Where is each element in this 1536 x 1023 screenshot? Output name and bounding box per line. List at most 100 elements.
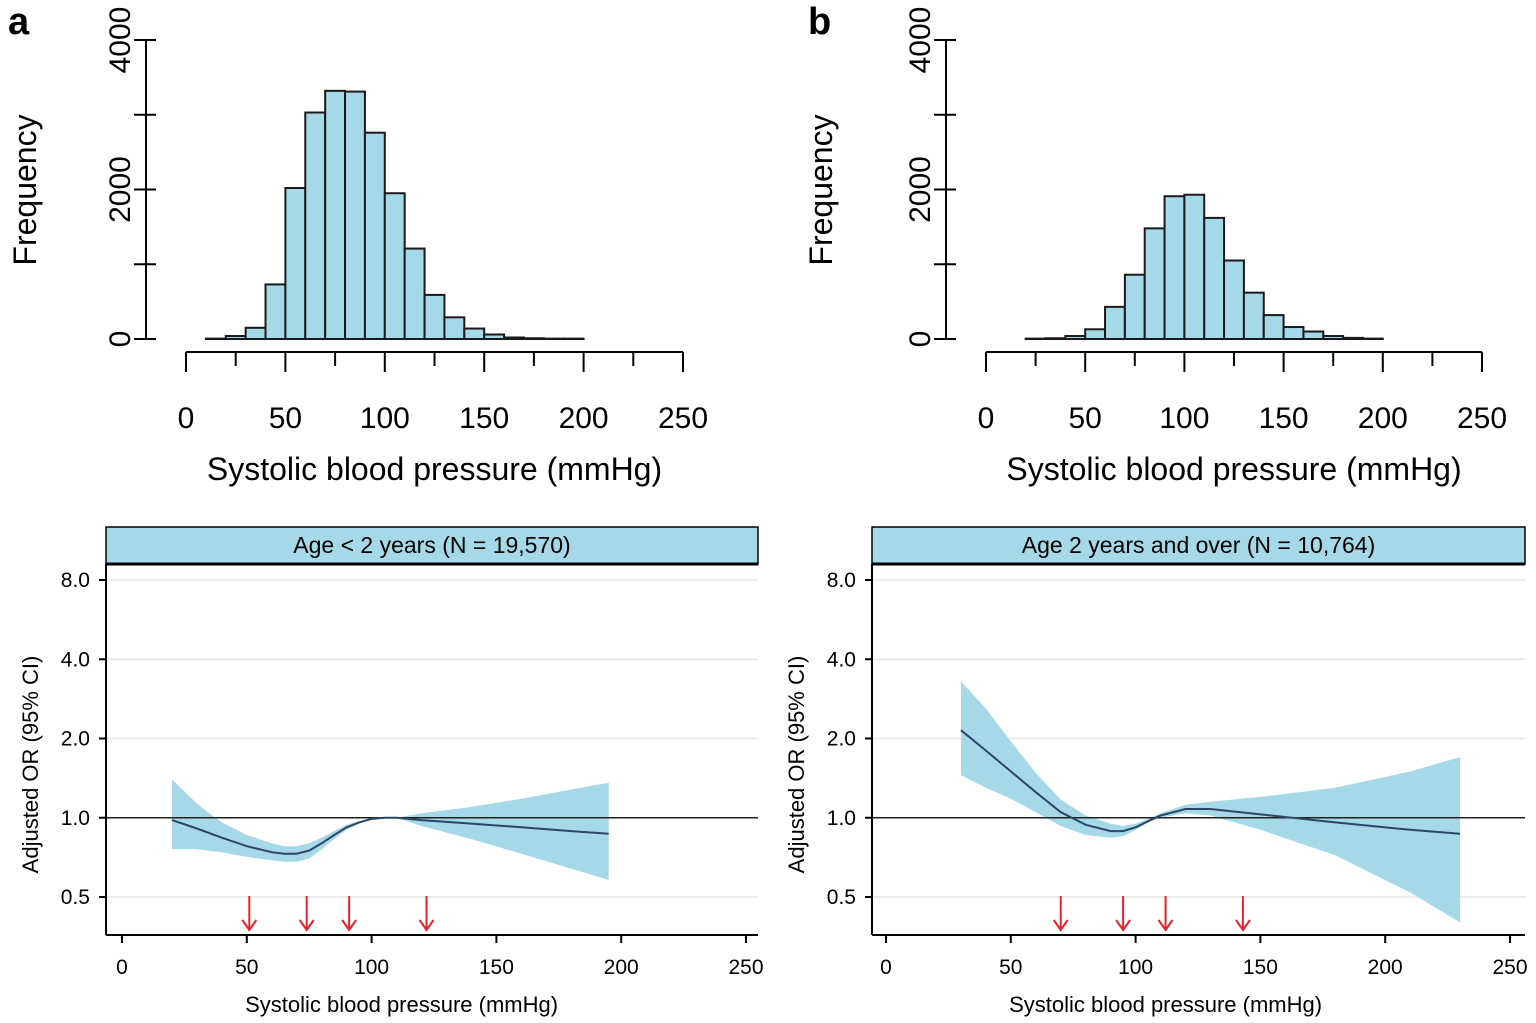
- x-tick-label: 0: [880, 956, 892, 979]
- knot-arrow-head: [1157, 919, 1174, 932]
- histogram-bar: [344, 90, 366, 340]
- strip-title: Age 2 years and over (N = 10,764): [1022, 532, 1376, 558]
- x-tick-label: 100: [1159, 402, 1209, 435]
- knot-arrow-head: [241, 919, 258, 932]
- y-axis-title: Frequency: [7, 114, 43, 265]
- histogram-bar: [264, 283, 287, 340]
- strip-header: [871, 526, 1526, 565]
- histogram-bar: [1064, 335, 1087, 341]
- histogram-bar: [1282, 326, 1305, 341]
- knot-arrow-head: [1115, 919, 1131, 932]
- histogram-bar: [383, 192, 406, 340]
- histogram-bar: [1242, 291, 1265, 340]
- histogram-bar: [1322, 335, 1345, 341]
- knot-arrow: [241, 896, 258, 932]
- panel-letter-a: a: [8, 1, 30, 43]
- confidence-band: [960, 681, 1461, 923]
- knot-arrow: [341, 896, 357, 932]
- histogram-bar: [522, 337, 545, 341]
- x-tick-label: 50: [269, 402, 302, 435]
- x-tick-label: 50: [235, 956, 258, 979]
- x-tick-label: 0: [978, 402, 995, 435]
- histogram-bar: [304, 111, 327, 340]
- histogram-bar: [1123, 273, 1146, 340]
- x-tick-label: 100: [360, 402, 410, 435]
- histogram-bar: [443, 316, 466, 341]
- histogram-bar: [1302, 330, 1325, 340]
- histogram-bar: [423, 293, 446, 340]
- histogram-bar: [284, 187, 307, 340]
- x-tick-label: 100: [354, 956, 389, 979]
- histogram-bar: [503, 336, 525, 341]
- y-tick-label: 2000: [104, 156, 137, 223]
- y-tick-label: 0: [904, 331, 937, 348]
- y-tick-label: 4.0: [827, 648, 856, 671]
- histogram-bar: [1203, 216, 1226, 340]
- x-tick-label: 0: [116, 956, 128, 979]
- y-axis-title: Adjusted OR (95% CI): [784, 656, 809, 874]
- knot-arrow-head: [341, 919, 357, 932]
- x-tick-label: 200: [559, 402, 609, 435]
- knot-arrow: [1115, 896, 1131, 932]
- x-tick-label: 200: [1358, 402, 1408, 435]
- y-tick-label: 1.0: [61, 807, 90, 830]
- y-tick-label: 2.0: [827, 728, 856, 751]
- spline-plot-b: Age 2 years and over (N = 10,764) 0.5 1.0 2…: [784, 526, 1528, 1017]
- histogram-bar: [403, 247, 426, 341]
- y-tick-label: 1.0: [827, 807, 856, 830]
- knot-arrow-head: [1235, 919, 1251, 932]
- x-tick-label: 200: [1368, 956, 1403, 979]
- x-axis-title: Systolic blood pressure (mmHg): [245, 992, 558, 1017]
- histogram-bar: [1223, 259, 1245, 341]
- histogram-bar: [1084, 328, 1107, 341]
- histogram-bar: [324, 89, 347, 340]
- y-tick-label: 8.0: [827, 569, 856, 592]
- x-tick-label: 200: [604, 956, 639, 979]
- y-tick-label: 0: [104, 331, 137, 348]
- histogram-bar: [1342, 336, 1364, 341]
- knot-arrow-head: [298, 919, 315, 932]
- knot-arrow-head: [418, 919, 435, 932]
- histogram-b: 0 2000 4000 Frequency 0 50 100 150 200 250 Systoli…: [803, 7, 1507, 487]
- histogram-bar: [1262, 314, 1285, 340]
- histogram-bar: [483, 333, 506, 341]
- y-axis-title: Adjusted OR (95% CI): [18, 656, 43, 874]
- odds-ratio-line: [960, 729, 1461, 835]
- histogram-bar: [1183, 193, 1206, 340]
- y-tick-label: 4000: [904, 7, 937, 74]
- histogram-bar: [1163, 195, 1186, 340]
- x-tick-label: 0: [178, 402, 195, 435]
- y-tick-label: 0.5: [827, 886, 856, 909]
- x-tick-label: 250: [1457, 402, 1507, 435]
- panel-letter-b: b: [808, 1, 831, 43]
- knot-arrow: [298, 896, 315, 932]
- y-axis-title: Frequency: [803, 114, 839, 265]
- x-tick-label: 250: [658, 402, 708, 435]
- knot-arrow: [1157, 896, 1174, 932]
- y-tick-label: 2000: [904, 156, 937, 223]
- x-axis-title: Systolic blood pressure (mmHg): [1009, 992, 1322, 1017]
- confidence-band: [171, 779, 609, 880]
- histogram-bar: [463, 327, 486, 341]
- x-tick-label: 150: [1243, 956, 1278, 979]
- y-tick-label: 8.0: [61, 569, 90, 592]
- x-tick-label: 250: [1492, 956, 1527, 979]
- histogram-bar: [1044, 337, 1067, 341]
- y-tick-label: 4.0: [61, 648, 90, 671]
- odds-ratio-line: [171, 816, 609, 855]
- x-tick-label: 150: [479, 956, 514, 979]
- histogram-a: 0 2000 4000 Frequency 0 50 100 150 200 250 Systoli…: [7, 7, 708, 487]
- x-tick-label: 50: [1069, 402, 1102, 435]
- x-axis-title: Systolic blood pressure (mmHg): [207, 451, 662, 487]
- y-tick-label: 0.5: [61, 886, 90, 909]
- strip-header: [105, 526, 759, 565]
- x-tick-label: 150: [459, 402, 509, 435]
- histogram-bar: [363, 131, 386, 340]
- x-axis-title: Systolic blood pressure (mmHg): [1006, 451, 1461, 487]
- strip-title: Age < 2 years (N = 19,570): [293, 532, 570, 558]
- x-tick-label: 50: [999, 956, 1022, 979]
- histogram-bar: [1143, 227, 1166, 340]
- knot-arrow: [1235, 896, 1251, 932]
- knot-arrow: [1052, 896, 1069, 932]
